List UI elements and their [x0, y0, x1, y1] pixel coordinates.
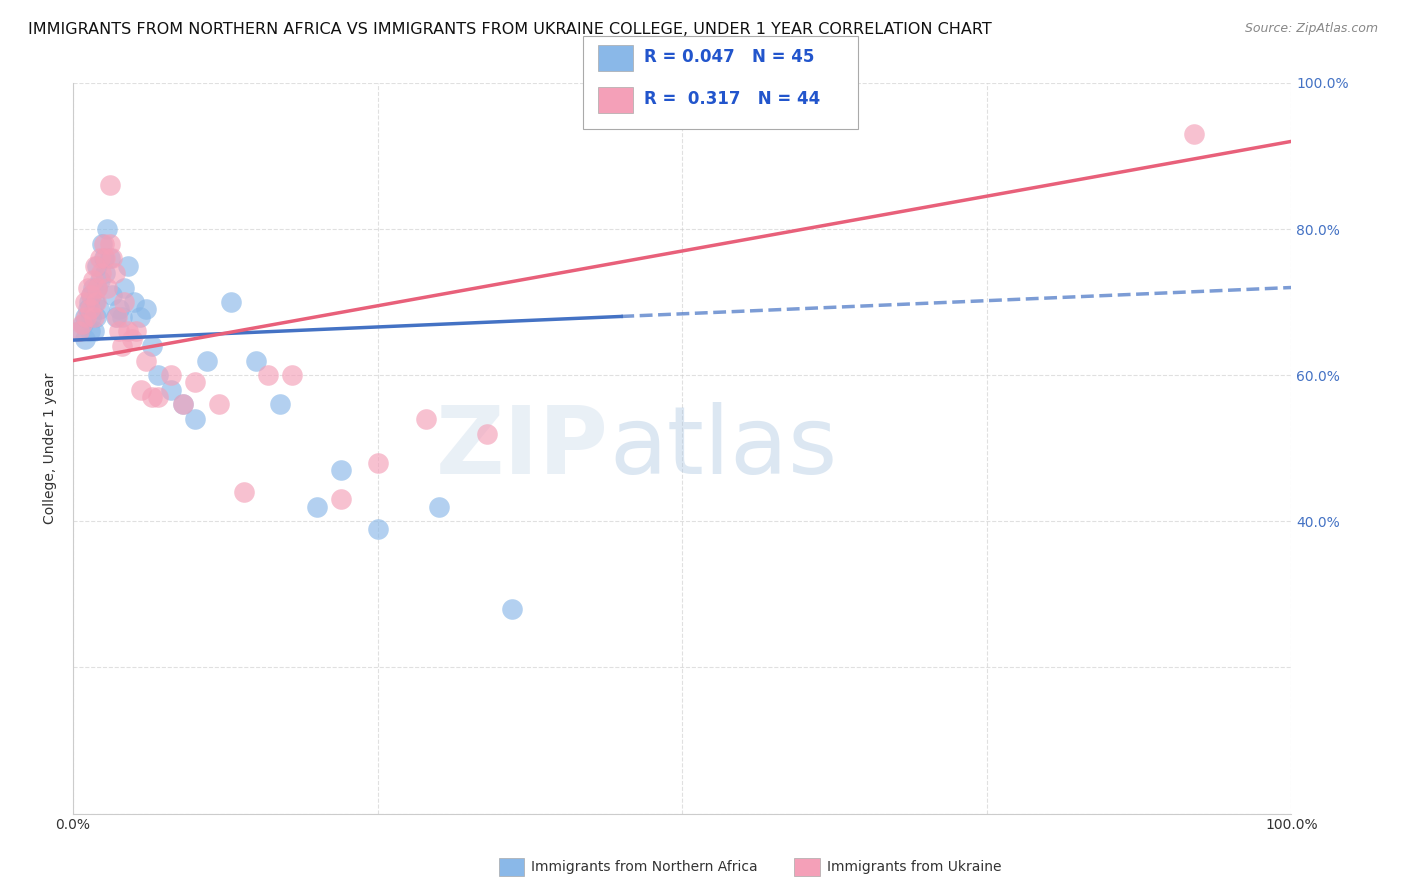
Point [159, 368, 181, 383]
Point [80, 288, 103, 302]
Point [117, 324, 139, 338]
Point [281, 368, 304, 383]
Point [232, 485, 254, 500]
Point [108, 324, 131, 338]
Point [89, 273, 111, 287]
Point [184, 376, 207, 390]
Point [117, 259, 139, 273]
Point [84, 295, 107, 310]
Point [148, 368, 170, 383]
Point [305, 500, 328, 514]
Text: Immigrants from Ukraine: Immigrants from Ukraine [827, 860, 1001, 874]
Point [76, 280, 98, 294]
Point [84, 259, 107, 273]
Point [79, 302, 101, 317]
Point [84, 295, 107, 310]
Point [141, 339, 163, 353]
Point [101, 288, 124, 302]
Point [77, 295, 100, 310]
Point [330, 463, 353, 477]
Text: R = 0.047   N = 45: R = 0.047 N = 45 [644, 48, 814, 66]
Y-axis label: College, Under 1 year: College, Under 1 year [44, 373, 58, 524]
Point [83, 324, 105, 338]
Point [501, 602, 523, 616]
Point [108, 302, 131, 317]
Point [87, 302, 110, 317]
Point [70, 317, 93, 331]
Point [112, 280, 135, 294]
Point [415, 412, 437, 426]
Point [75, 310, 97, 324]
Point [257, 368, 280, 383]
Point [330, 492, 353, 507]
Text: R =  0.317   N = 44: R = 0.317 N = 44 [644, 90, 820, 108]
Point [112, 295, 135, 310]
Point [86, 280, 108, 294]
Point [269, 397, 291, 411]
Point [76, 310, 98, 324]
Point [427, 500, 450, 514]
Point [98, 252, 121, 266]
Text: Source: ZipAtlas.com: Source: ZipAtlas.com [1244, 22, 1378, 36]
Point [367, 456, 389, 470]
Point [111, 310, 134, 324]
Point [93, 252, 115, 266]
Point [76, 302, 98, 317]
Point [159, 383, 181, 397]
Point [129, 310, 152, 324]
Point [82, 280, 104, 294]
Point [131, 383, 153, 397]
Point [208, 397, 231, 411]
Point [367, 522, 389, 536]
Point [111, 339, 134, 353]
Point [80, 310, 103, 324]
Point [195, 353, 218, 368]
Text: atlas: atlas [609, 402, 838, 494]
Point [75, 295, 97, 310]
Point [84, 310, 107, 324]
Point [245, 353, 267, 368]
Point [1182, 127, 1205, 141]
Point [135, 302, 157, 317]
Point [101, 252, 124, 266]
Point [125, 324, 148, 338]
Point [80, 288, 103, 302]
Point [72, 317, 94, 331]
Point [67, 324, 90, 338]
Point [141, 390, 163, 404]
Point [86, 259, 108, 273]
Point [122, 295, 145, 310]
Point [148, 390, 170, 404]
Text: Immigrants from Northern Africa: Immigrants from Northern Africa [531, 860, 758, 874]
Point [221, 295, 243, 310]
Point [75, 332, 97, 346]
Point [105, 310, 128, 324]
Point [121, 332, 143, 346]
Point [184, 412, 207, 426]
Point [90, 266, 112, 280]
Point [83, 310, 105, 324]
Point [86, 280, 108, 294]
Point [172, 397, 194, 411]
Point [103, 266, 125, 280]
Point [94, 252, 117, 266]
Point [477, 426, 499, 441]
Point [98, 178, 121, 193]
Text: IMMIGRANTS FROM NORTHERN AFRICA VS IMMIGRANTS FROM UKRAINE COLLEGE, UNDER 1 YEAR: IMMIGRANTS FROM NORTHERN AFRICA VS IMMIG… [28, 22, 991, 37]
Point [172, 397, 194, 411]
Point [135, 353, 157, 368]
Point [82, 273, 104, 287]
Point [96, 280, 118, 294]
Point [94, 266, 117, 280]
Point [91, 236, 114, 251]
Point [89, 252, 111, 266]
Point [79, 324, 101, 338]
Text: ZIP: ZIP [436, 402, 609, 494]
Point [93, 236, 115, 251]
Point [67, 324, 90, 338]
Point [96, 222, 118, 236]
Point [104, 310, 127, 324]
Point [98, 236, 121, 251]
